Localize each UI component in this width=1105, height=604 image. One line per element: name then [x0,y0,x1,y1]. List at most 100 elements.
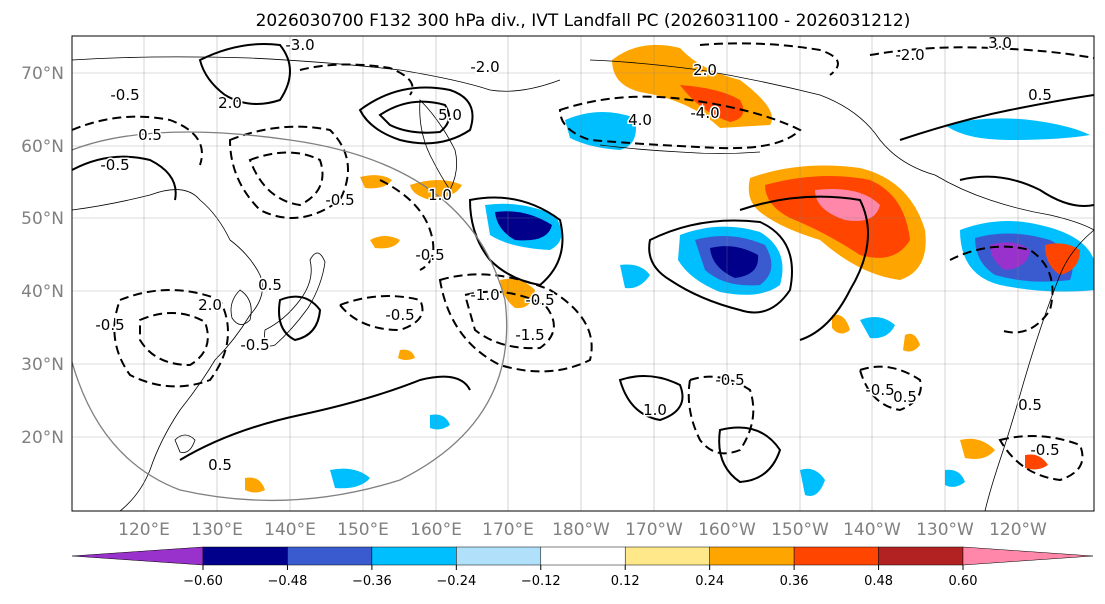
colorbar-segment [71,546,204,566]
lon-label: 150°W [771,520,829,540]
contour-positive-13 [718,426,782,484]
shading-region-westcoast-positive [1045,243,1080,275]
contour-label: -0.5 [385,306,414,324]
map-frame [71,35,1095,512]
coastline-aleutians [599,144,761,154]
lon-label: 180°W [552,520,610,540]
contour-label: 1.0 [643,401,667,419]
colorbar-tick-label: −0.12 [521,574,561,589]
contour-label: 0.5 [1028,86,1052,104]
colorbar-segment [878,546,964,566]
colorbar-tick-label: 0.36 [780,574,809,589]
shading-region-tropical-negative-1 [330,468,370,489]
contour-negative-11 [869,46,1094,59]
lat-label: 50°N [21,209,64,229]
contour-label: -0.5 [110,86,139,104]
lon-label: 150°E [337,520,389,540]
contour-label: -2.0 [895,46,924,64]
lon-label: 130°W [916,520,974,540]
contour-positive-10 [618,375,684,422]
coastline-korea [230,289,252,325]
contour-negative-9 [558,95,802,150]
lat-label: 30°N [21,355,64,375]
map-area [72,36,1094,511]
shading-region-pacific-min [710,246,759,278]
shading-region-southeast-negative [800,468,825,496]
shading-region-hawaii-positive [903,333,920,352]
shading-region-tropical-positive-2 [398,349,415,360]
shading-region-kuril-positive [360,175,392,189]
colorbar-tick-label: 0.12 [611,574,640,589]
shading-region-subtropic-negative [860,316,895,339]
shading-region-tropical-positive-1 [245,477,265,493]
contour-positive-5 [648,219,793,314]
lon-label: 130°E [191,520,243,540]
contour-label: 0.5 [138,126,162,144]
contour-label: -0.5 [525,291,554,309]
coastline-kamchatka [419,99,458,191]
shading-region-north-pacific-positive [370,236,400,249]
shading-region-bering-negative [565,111,636,150]
shading-region-southeast-positive [960,438,995,459]
coastline-japan [264,252,326,347]
colorbar-tick-label: 0.24 [695,574,724,589]
lat-label: 40°N [21,282,64,302]
colorbar-segment [962,546,1094,566]
contour-labels: -0.5 -0.5 -0.5 -0.5 -0.5 -0.5 -0.5 -0.5 -0.5 -0.5… [94,33,1061,476]
contour-label: -0.5 [95,316,124,334]
contour-positive-12 [278,295,322,342]
shading-region-yukon-negative [945,118,1090,140]
lat-label: 20°N [21,428,64,448]
colorbar-tick-label: 0.48 [864,574,893,589]
shading-region-westcoast-min [990,242,1030,270]
colorbar: −0.60 −0.48 −0.36 −0.24 −0.12 0.12 0.24 0.36 0.4… [71,546,1094,589]
contour-label: 3.0 [988,34,1012,52]
contour-label: 0.5 [893,388,917,406]
colorbar-tick-label: 0.60 [949,574,978,589]
contour-negative-13 [858,365,922,412]
contour-label: -1.0 [470,286,499,304]
contour-negative-8 [338,295,424,332]
contour-negative-6 [438,273,593,373]
contour-negative-15 [299,63,414,96]
coastline-north-america [984,229,1094,511]
contour-label: -0.5 [1030,441,1059,459]
longitude-labels: 120°E 130°E 140°E 150°E 160°E 170°E 180°… [118,520,1047,540]
shading-region-midlat-positive [500,278,535,309]
contour-label: -0.5 [100,156,129,174]
contour-negative-2 [228,125,349,219]
colorbar-tick-label: −0.24 [436,574,476,589]
contour-negative-5 [139,311,209,367]
domain-circle [72,131,508,502]
contour-positive-4 [468,196,564,287]
contour-label: 4.0 [628,111,652,129]
contour-positive-6 [739,195,869,341]
contour-positive-7 [899,94,1094,141]
contour-label: 2.0 [198,296,222,314]
contour-label: -2.0 [470,58,499,76]
map-title: 2026030700 F132 300 hPa div., IVT Landfa… [256,11,911,31]
colorbar-segment [709,546,795,566]
contour-label: 0.5 [208,456,232,474]
contour-positive-11 [959,175,1094,207]
contour-label: 1.0 [428,186,452,204]
lon-label: 170°W [625,520,683,540]
graticule [72,36,1094,511]
colorbar-segment [793,546,879,566]
contour-label: -0.5 [865,381,894,399]
shading-region-subtropic-positive [832,314,850,334]
coastline-alaska [589,59,1094,231]
lon-label: 120°W [989,520,1047,540]
contour-negative-4 [113,289,229,388]
contour-negative-16 [379,179,435,271]
shading-region-central-negative [620,264,650,289]
lon-label: 120°E [118,520,170,540]
shading-region-kamchatka-strong [495,211,552,241]
colorbar-segment [624,546,710,566]
contour-label: -4.0 [690,104,719,122]
lon-label: 160°E [410,520,462,540]
contour-label: -1.5 [515,326,544,344]
contour-label: -3.0 [285,36,314,54]
colorbar-segment [202,546,288,566]
lat-label: 60°N [21,137,64,157]
